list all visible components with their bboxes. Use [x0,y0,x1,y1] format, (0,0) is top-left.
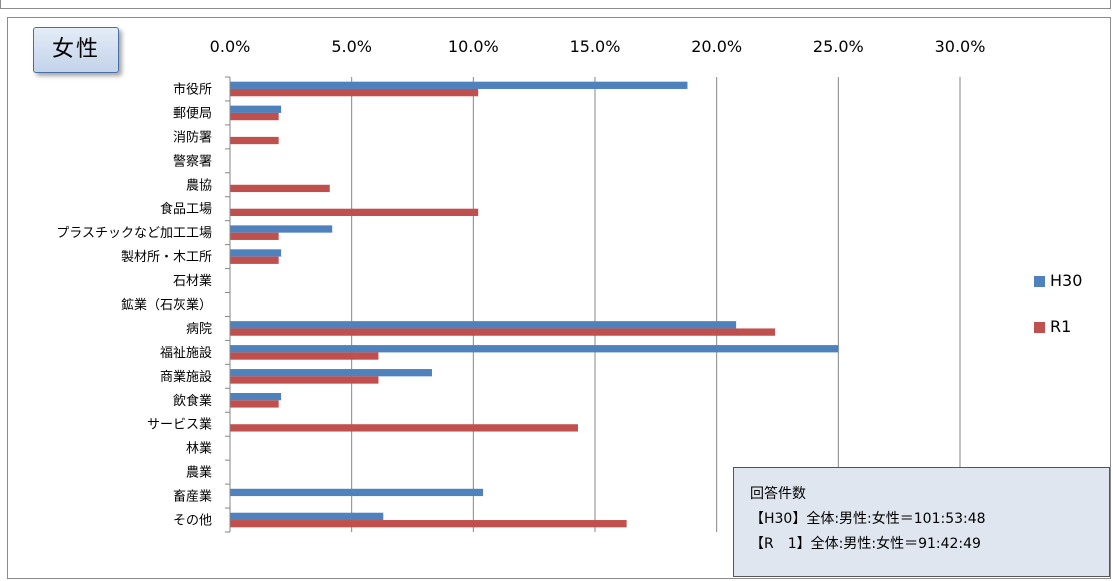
bar-h30 [230,392,282,401]
category-label: 畜産業 [173,489,212,505]
category-label: 病院 [186,322,212,337]
bar-r1 [230,400,279,408]
bar-h30 [230,345,839,353]
bar-r1 [230,88,479,97]
bar-r1 [230,112,279,121]
note-line-h30: 【H30】全体:男性:女性＝101:53:48 [750,511,986,527]
legend-swatch-h30 [1034,276,1045,287]
category-label: 市役所 [173,81,212,97]
bar-h30 [230,249,282,257]
category-label: 飲食業 [173,393,212,409]
category-label: プラスチックなど加工工場 [56,226,212,241]
category-label: 郵便局 [173,106,212,121]
previous-chart-edge [0,0,1111,9]
category-label: サービス業 [147,417,212,433]
bar-r1 [230,520,627,528]
legend-swatch-r1 [1034,322,1045,333]
x-tick-label: 0.0% [210,37,251,56]
category-label: 林業 [186,441,212,457]
bar-r1 [230,136,279,145]
bar-r1 [230,184,330,193]
category-label: 食品工場 [160,201,212,217]
x-tick-label: 25.0% [813,37,864,56]
bar-h30 [230,105,282,113]
category-label: 消防署 [173,129,212,145]
category-label: 農協 [186,178,212,193]
bar-r1 [230,352,379,360]
bar-h30 [230,321,737,329]
bar-h30 [230,81,688,89]
note-title: 回答件数 [750,486,806,502]
gender-badge: 女性 [33,27,119,73]
bar-h30 [230,512,384,521]
legend-label-r1: R1 [1050,317,1072,336]
bar-r1 [230,232,279,240]
bar-r1 [230,208,479,217]
category-label: 石材業 [173,273,212,289]
bar-r1 [230,424,578,432]
category-label: 農業 [186,465,212,481]
x-tick-label: 20.0% [691,37,742,56]
x-tick-label: 30.0% [935,37,986,56]
bar-r1 [230,328,776,336]
bar-h30 [230,369,432,377]
bar-r1 [230,256,279,264]
response-count-note: 回答件数 【H30】全体:男性:女性＝101:53:48 【R 1】全体:男性:… [733,467,1110,577]
note-line-r1: 【R 1】全体:男性:女性＝91:42:49 [750,536,981,552]
legend-label-h30: H30 [1050,271,1083,290]
x-tick-label: 10.0% [448,37,499,56]
category-label: 商業施設 [160,369,212,385]
category-label: 鉱業（石灰業） [121,297,212,313]
bar-h30 [230,488,484,497]
category-label: 警察署 [173,153,212,169]
category-label: 福祉施設 [160,345,212,361]
bar-r1 [230,376,379,384]
category-label: 製材所・木工所 [121,250,212,265]
category-label: その他 [173,514,212,529]
x-tick-label: 15.0% [570,37,621,56]
bar-h30 [230,225,333,233]
x-tick-label: 5.0% [331,37,372,56]
